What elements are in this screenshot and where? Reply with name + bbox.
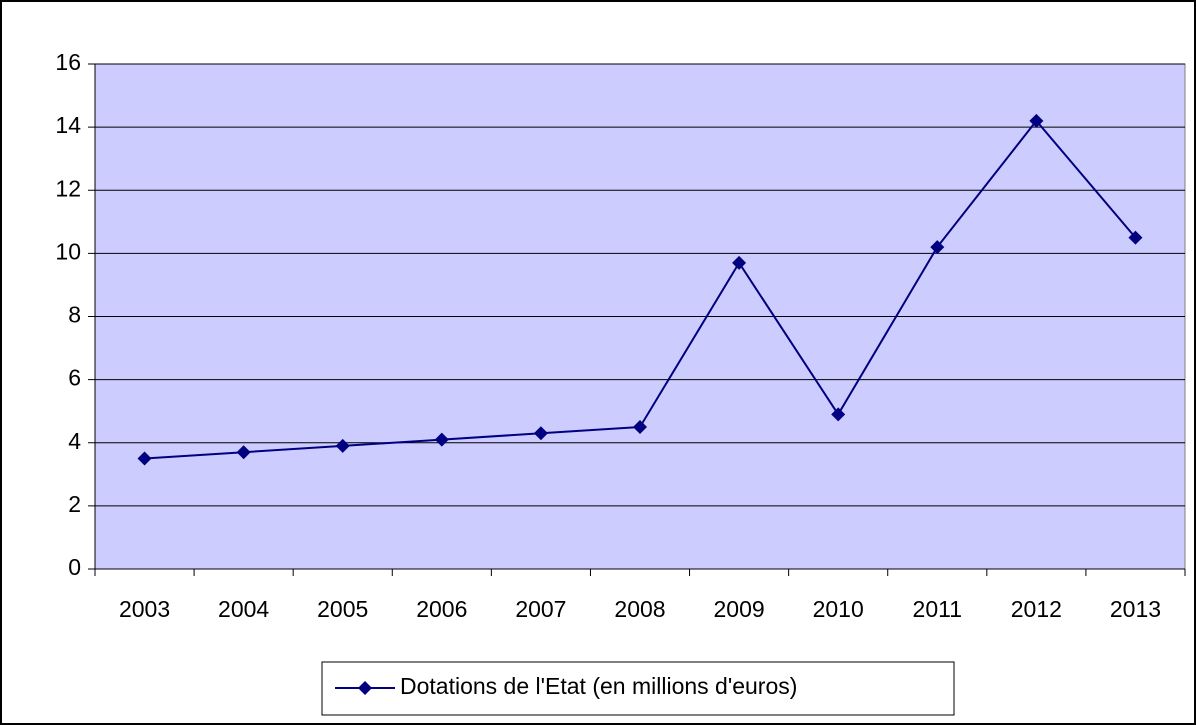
- data-point: [732, 255, 747, 270]
- x-tick-label: 2003: [119, 596, 170, 622]
- y-tick-label: 16: [55, 49, 81, 75]
- x-tick-label: 2004: [218, 596, 269, 622]
- data-point: [633, 419, 647, 434]
- x-tick-label: 2008: [614, 596, 665, 622]
- y-tick-label: 4: [68, 428, 81, 454]
- data-point: [137, 451, 152, 466]
- data-point: [930, 240, 945, 255]
- y-tick-label: 2: [68, 491, 81, 517]
- data-point: [236, 445, 251, 460]
- legend-label: Dotations de l'Etat (en millions d'euros…: [400, 673, 797, 699]
- y-tick-label: 14: [55, 112, 81, 138]
- data-point: [533, 426, 548, 441]
- data-point: [831, 407, 846, 422]
- y-tick-label: 12: [55, 175, 81, 201]
- x-tick-label: 2013: [1110, 596, 1161, 622]
- data-point: [434, 432, 449, 447]
- y-tick-label: 0: [68, 554, 81, 580]
- legend-marker: [358, 681, 372, 695]
- x-tick-label: 2010: [813, 596, 864, 622]
- y-tick-label: 6: [68, 365, 81, 391]
- data-point: [1128, 230, 1143, 245]
- legend-box: [321, 661, 955, 716]
- x-tick-label: 2007: [515, 596, 566, 622]
- x-tick-label: 2009: [714, 596, 765, 622]
- y-tick-label: 10: [55, 238, 81, 264]
- x-tick-label: 2012: [1011, 596, 1062, 622]
- x-tick-label: 2011: [913, 596, 962, 622]
- y-tick-label: 8: [68, 302, 81, 328]
- x-tick-label: 2005: [317, 596, 368, 622]
- data-point: [1029, 113, 1044, 128]
- data-point: [335, 438, 350, 453]
- x-tick-label: 2006: [416, 596, 467, 622]
